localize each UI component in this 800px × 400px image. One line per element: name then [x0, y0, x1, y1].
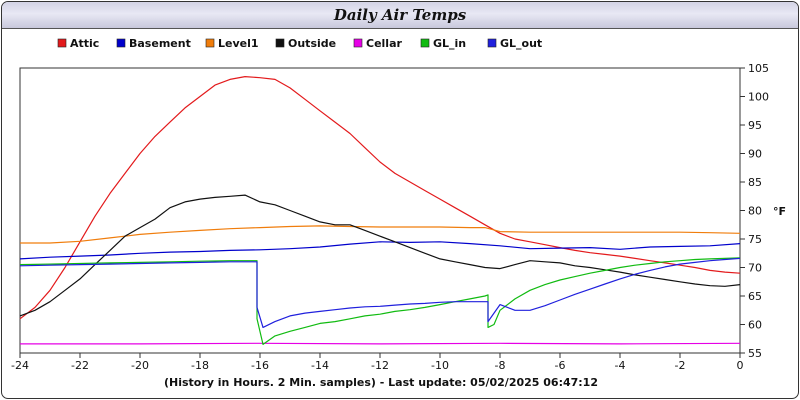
x-tick-label: -8 [495, 359, 506, 372]
y-tick-label: 85 [748, 176, 762, 189]
legend-swatch [57, 38, 67, 48]
series-line-gl-in [19, 257, 741, 345]
x-tick-label: -2 [675, 359, 686, 372]
legend-label: GL_out [500, 37, 542, 50]
legend-label: Basement [129, 37, 191, 50]
x-axis: -24 -22 -20 -18 -16 -14 -12 -10 -8 -6 -4 -2 0 [11, 353, 744, 372]
series-layer [19, 75, 741, 345]
legend-swatch [353, 38, 363, 48]
x-tick-label: -4 [615, 359, 626, 372]
legend-label: Level1 [218, 37, 259, 50]
legend-item-basement: Basement [116, 37, 191, 50]
series-line-basement [19, 241, 741, 260]
y-tick-label: 100 [748, 91, 769, 104]
y-axis-label: °F [773, 205, 786, 218]
y-tick-label: 55 [748, 347, 762, 360]
chart-title: Daily Air Temps [333, 6, 467, 24]
legend-label: GL_in [433, 37, 466, 50]
legend-label: Outside [288, 37, 336, 50]
x-tick-label: -24 [11, 359, 29, 372]
legend: Attic Basement Level1 Outside Cellar GL_in GL_… [57, 37, 542, 50]
x-tick-label: -22 [71, 359, 89, 372]
x-tick-label: -10 [431, 359, 449, 372]
y-tick-label: 60 [748, 319, 762, 332]
legend-swatch [487, 38, 497, 48]
x-tick-label: -14 [311, 359, 329, 372]
x-tick-label: -16 [251, 359, 269, 372]
x-tick-label: 0 [737, 359, 744, 372]
legend-item-level1: Level1 [205, 37, 259, 50]
x-tick-label: -12 [371, 359, 389, 372]
legend-swatch [205, 38, 215, 48]
y-tick-label: 80 [748, 205, 762, 218]
legend-swatch [116, 38, 126, 48]
legend-label: Cellar [366, 37, 402, 50]
series-line-attic [19, 75, 741, 320]
series-line-cellar [20, 342, 741, 345]
series-line-level1 [20, 225, 741, 244]
series-line-outside [19, 194, 741, 317]
x-tick-label: -20 [131, 359, 149, 372]
x-tick-label: -6 [555, 359, 566, 372]
legend-swatch [420, 38, 430, 48]
plot-area [19, 67, 741, 354]
y-tick-label: 95 [748, 119, 762, 132]
title-bar: Daily Air Temps [2, 2, 798, 29]
y-tick-label: 90 [748, 148, 762, 161]
y-axis: 55 60 65 70 75 80 85 90 95 100 105 [740, 62, 769, 360]
legend-item-cellar: Cellar [353, 37, 402, 50]
legend-item-gl-in: GL_in [420, 37, 466, 50]
y-tick-label: 105 [748, 62, 769, 75]
legend-swatch [275, 38, 285, 48]
legend-label: Attic [70, 37, 99, 50]
x-axis-label: (History in Hours. 2 Min. samples) - Las… [164, 376, 598, 389]
legend-item-gl-out: GL_out [487, 37, 542, 50]
x-tick-label: -18 [191, 359, 209, 372]
y-tick-label: 65 [748, 290, 762, 303]
series-line-gl-out [19, 257, 741, 328]
legend-item-attic: Attic [57, 37, 99, 50]
y-tick-label: 75 [748, 233, 762, 246]
y-tick-label: 70 [748, 262, 762, 275]
legend-item-outside: Outside [275, 37, 336, 50]
